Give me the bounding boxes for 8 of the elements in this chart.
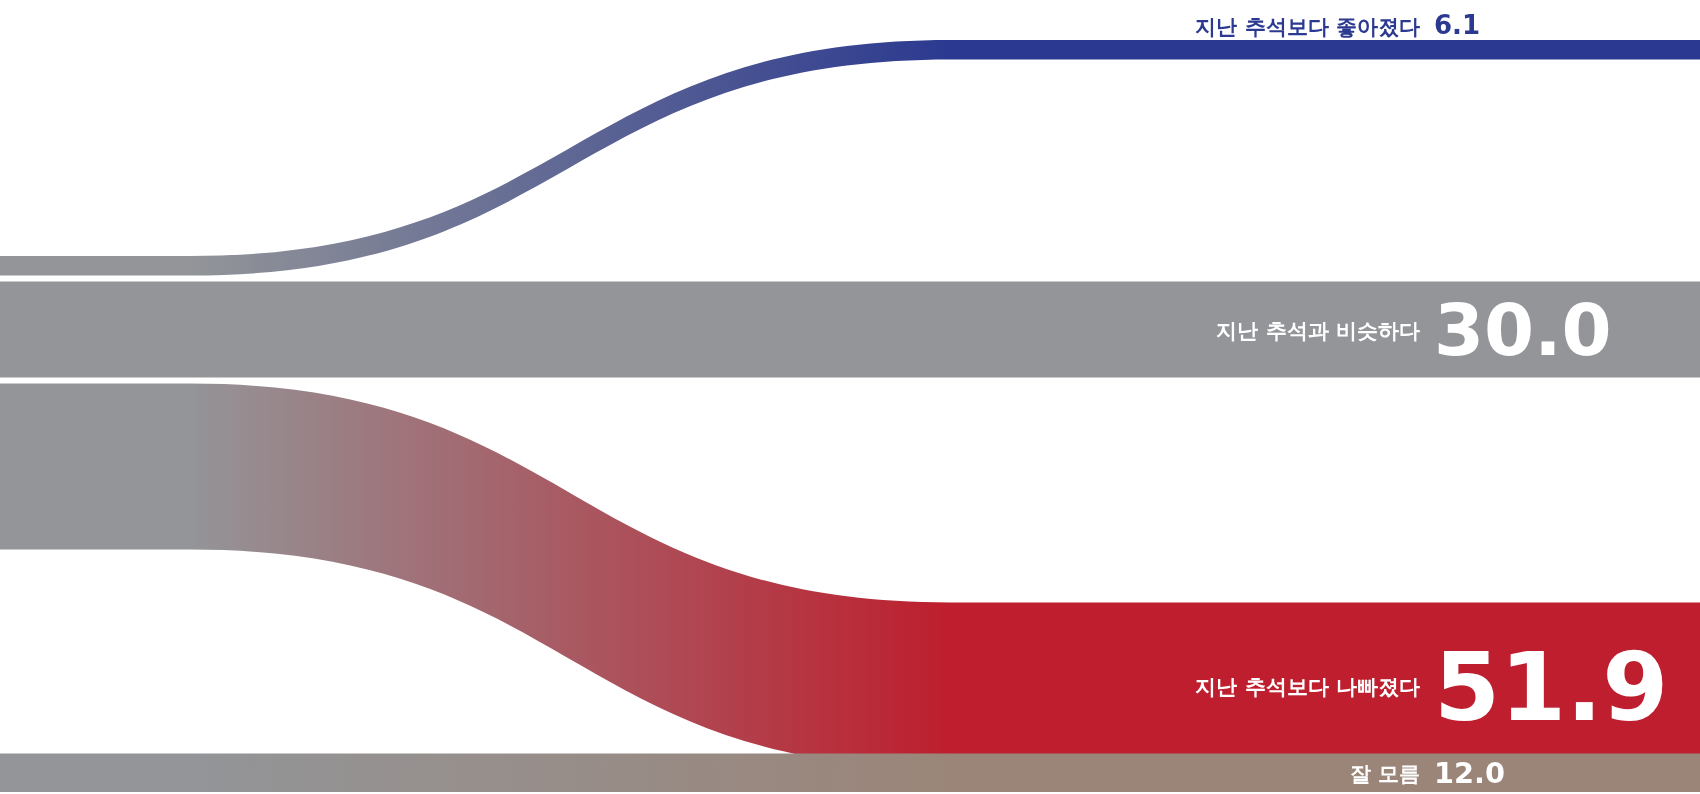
category-label: 잘 모름 — [1349, 761, 1420, 786]
data-label: 30.0 — [1434, 288, 1612, 373]
data-label: 6.1 — [1434, 10, 1481, 40]
data-label: 51.9 — [1434, 631, 1669, 742]
category-label: 지난 추석보다 좋아졌다 — [1195, 15, 1420, 39]
category-label: 지난 추석보다 나빠졌다 — [1195, 674, 1420, 699]
category-label: 지난 추석과 비슷하다 — [1216, 318, 1420, 343]
data-label: 12.0 — [1434, 756, 1506, 791]
